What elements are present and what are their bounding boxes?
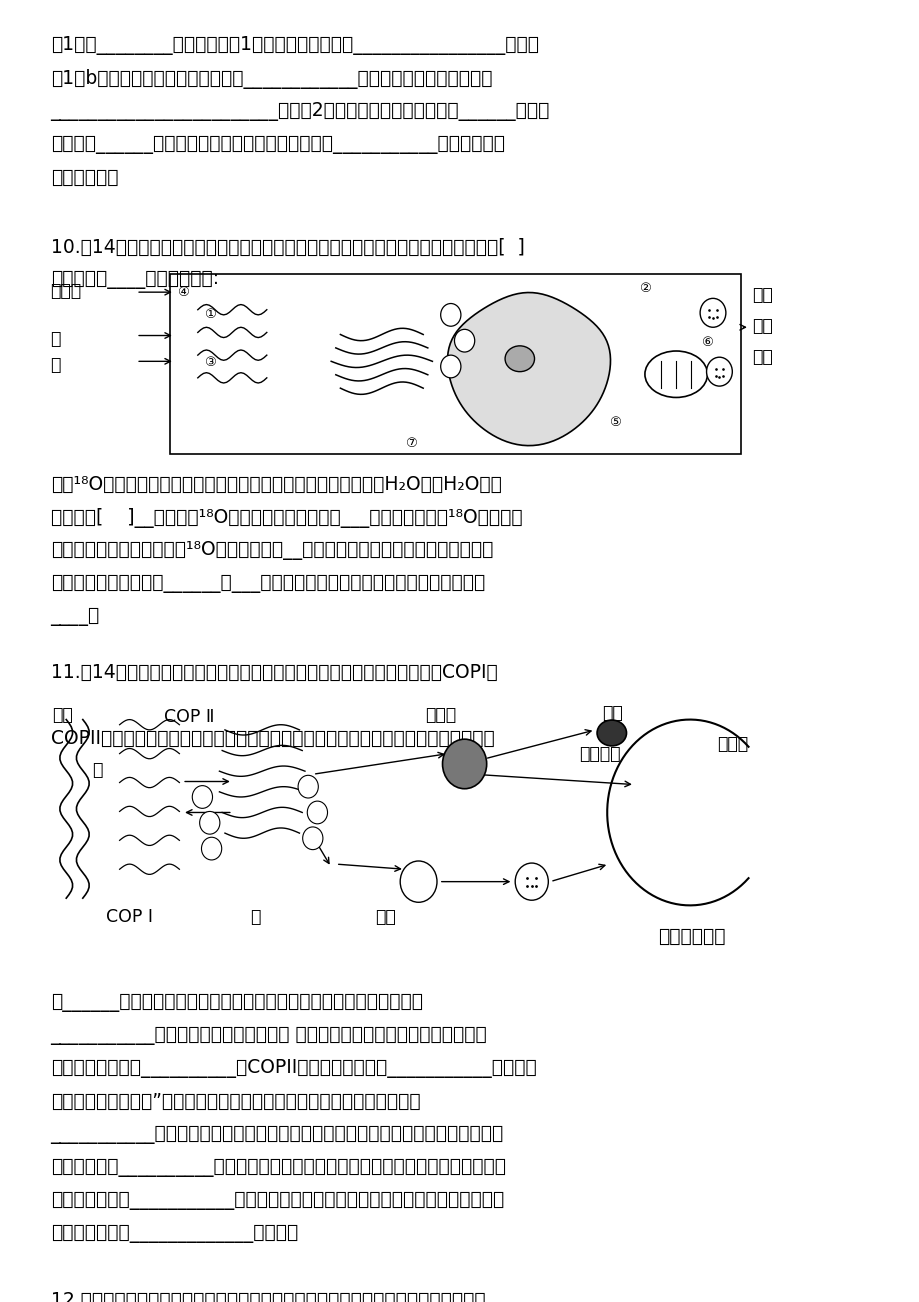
Text: 氨基酸: 氨基酸 bbox=[51, 281, 82, 299]
Circle shape bbox=[699, 298, 725, 327]
Text: 图1中b处给予有效刺激，还可在图中____________点检测到电位变化，原因是: 图1中b处给予有效刺激，还可在图中____________点检测到电位变化，原因… bbox=[51, 69, 492, 89]
Ellipse shape bbox=[644, 352, 707, 397]
Text: ⑥: ⑥ bbox=[700, 336, 712, 349]
Text: 碘: 碘 bbox=[51, 331, 61, 349]
Text: 膜的主要成分中有__________。COPII被膜小泡负责从甲___________（细胞器: 膜的主要成分中有__________。COPII被膜小泡负责从甲________… bbox=[51, 1060, 536, 1078]
Text: 12.甲图是某高等动物细胞亚显微结构示意图，乙图是人体部分细胞分化示意图。请据: 12.甲图是某高等动物细胞亚显微结构示意图，乙图是人体部分细胞分化示意图。请据 bbox=[51, 1290, 484, 1302]
Text: 若含¹⁸O的氨基酸在甲状腺细胞内合成甲状腺球蛋白过程中产生了H₂O，则H₂O的生: 若含¹⁸O的氨基酸在甲状腺细胞内合成甲状腺球蛋白过程中产生了H₂O，则H₂O的生 bbox=[51, 475, 501, 493]
Text: 11.（14分）下图表示细胞生物膜系统的部分组成在结构与功能上的联系。COPI、: 11.（14分）下图表示细胞生物膜系统的部分组成在结构与功能上的联系。COPI、 bbox=[51, 663, 497, 682]
Ellipse shape bbox=[596, 720, 626, 746]
Circle shape bbox=[307, 801, 327, 824]
Text: ②: ② bbox=[639, 281, 651, 294]
Text: 甲: 甲 bbox=[92, 760, 102, 779]
Circle shape bbox=[454, 329, 474, 352]
Text: ________________________。由图2可知，习惯化后轴突末梢处______内流减: ________________________。由图2可知，习惯化后轴突末梢处… bbox=[51, 102, 550, 121]
Text: 10.（14分）下图是人体甲状腺细胞摄取原料合成甲状腺球蛋白的基本过程，试回答（[  ]: 10.（14分）下图是人体甲状腺细胞摄取原料合成甲状腺球蛋白的基本过程，试回答（… bbox=[51, 237, 524, 256]
Text: 图1中有________种神经元。图1中反射弧的效应器为________________。若在: 图1中有________种神经元。图1中反射弧的效应器为____________… bbox=[51, 36, 538, 55]
Text: 溶酶体: 溶酶体 bbox=[425, 706, 456, 724]
Circle shape bbox=[298, 775, 318, 798]
Circle shape bbox=[442, 740, 486, 789]
Text: 的联系有关。: 的联系有关。 bbox=[51, 168, 118, 187]
Text: 乙______（细胞器名称）。除了图中所示的功能外，溶酶体还能夠分解: 乙______（细胞器名称）。除了图中所示的功能外，溶酶体还能夠分解 bbox=[51, 993, 422, 1012]
Text: 腺白: 腺白 bbox=[752, 348, 773, 366]
Text: 核膜: 核膜 bbox=[52, 706, 74, 724]
Text: ①: ① bbox=[204, 307, 216, 320]
FancyBboxPatch shape bbox=[170, 273, 740, 454]
Text: 水: 水 bbox=[51, 357, 61, 374]
Text: 溶酶体起源于: 溶酶体起源于 bbox=[657, 927, 724, 947]
Text: 在结构上具有__________特点。该细胞分泌出的蛋白质在人体内被运输到靶细胞时，: 在结构上具有__________特点。该细胞分泌出的蛋白质在人体内被运输到靶细胞… bbox=[51, 1159, 505, 1177]
Circle shape bbox=[515, 863, 548, 900]
Text: 基酸培养上图细胞，则出现¹⁸O的部位依次为__（用图中序号回答）。其中砖和水进入: 基酸培养上图细胞，则出现¹⁸O的部位依次为__（用图中序号回答）。其中砖和水进入 bbox=[51, 540, 493, 560]
Text: 甲球: 甲球 bbox=[752, 286, 773, 303]
Text: 状蛋: 状蛋 bbox=[752, 316, 773, 335]
Text: 名称）向乙运输货物”。若定位在甲中的某些蛋白质偶然渗入乙，则图中的: 名称）向乙运输货物”。若定位在甲中的某些蛋白质偶然渗入乙，则图中的 bbox=[51, 1092, 420, 1111]
Text: ___________可以帮助实现这些蛋白质的回收。囊泡与细胞膜融合过程反映了生物膜: ___________可以帮助实现这些蛋白质的回收。囊泡与细胞膜融合过程反映了生… bbox=[51, 1125, 504, 1144]
Circle shape bbox=[201, 837, 221, 859]
Text: ⑤: ⑤ bbox=[608, 417, 620, 430]
Circle shape bbox=[199, 811, 220, 835]
Text: COP Ⅱ: COP Ⅱ bbox=[164, 708, 214, 727]
Text: 分泌蛋白: 分泌蛋白 bbox=[579, 745, 620, 763]
Text: 细胞膜: 细胞膜 bbox=[717, 736, 748, 753]
Text: 中填序号，____上填写名称）:: 中填序号，____上填写名称）: bbox=[51, 271, 219, 289]
Text: ____。: ____。 bbox=[51, 607, 100, 626]
Text: 少，导致______释放量减少。动物短期记忆的形成与___________及神经元之间: 少，导致______释放量减少。动物短期记忆的形成与___________及神经… bbox=[51, 135, 504, 154]
Circle shape bbox=[440, 303, 460, 327]
Ellipse shape bbox=[505, 346, 534, 371]
Circle shape bbox=[192, 785, 212, 809]
Text: ___________，以保持细胞的功能稳定。 脂溶性物质容易透过细胞膜，表明细胞: ___________，以保持细胞的功能稳定。 脂溶性物质容易透过细胞膜，表明细… bbox=[51, 1026, 487, 1046]
Text: 细胞的运输方式依次为______和___；细胞合成的甲状腺球蛋白运出细胞的方式为: 细胞的运输方式依次为______和___；细胞合成的甲状腺球蛋白运出细胞的方式为 bbox=[51, 574, 484, 592]
Text: ③: ③ bbox=[204, 357, 216, 370]
Text: 与靶细胞膜上的___________结合，引起靶细胞原有的生理活动发生变化。此过程体: 与靶细胞膜上的___________结合，引起靶细胞原有的生理活动发生变化。此过… bbox=[51, 1191, 504, 1211]
Text: COPII是两种被膜小泡，可以介导蛋白质在甲与乙之间的运输。请据图回答以下问题。: COPII是两种被膜小泡，可以介导蛋白质在甲与乙之间的运输。请据图回答以下问题。 bbox=[51, 729, 494, 747]
Circle shape bbox=[302, 827, 323, 850]
Circle shape bbox=[400, 861, 437, 902]
Text: 乙: 乙 bbox=[250, 909, 260, 927]
Text: 现了细胞膜具有_____________的功能。: 现了细胞膜具有_____________的功能。 bbox=[51, 1224, 298, 1243]
Text: ④: ④ bbox=[176, 286, 188, 299]
Text: 细菌: 细菌 bbox=[602, 704, 623, 723]
Circle shape bbox=[706, 357, 732, 387]
Text: 成部位是[    ]__；水中的¹⁸O最可能来自于氨基酸的___（基团）。用含¹⁸O标记的氨: 成部位是[ ]__；水中的¹⁸O最可能来自于氨基酸的___（基团）。用含¹⁸O标… bbox=[51, 508, 522, 527]
Text: ⑦: ⑦ bbox=[404, 436, 416, 449]
Polygon shape bbox=[447, 293, 610, 445]
Circle shape bbox=[440, 355, 460, 378]
Text: COP I: COP I bbox=[106, 909, 153, 927]
Text: 囊泡: 囊泡 bbox=[375, 909, 396, 927]
